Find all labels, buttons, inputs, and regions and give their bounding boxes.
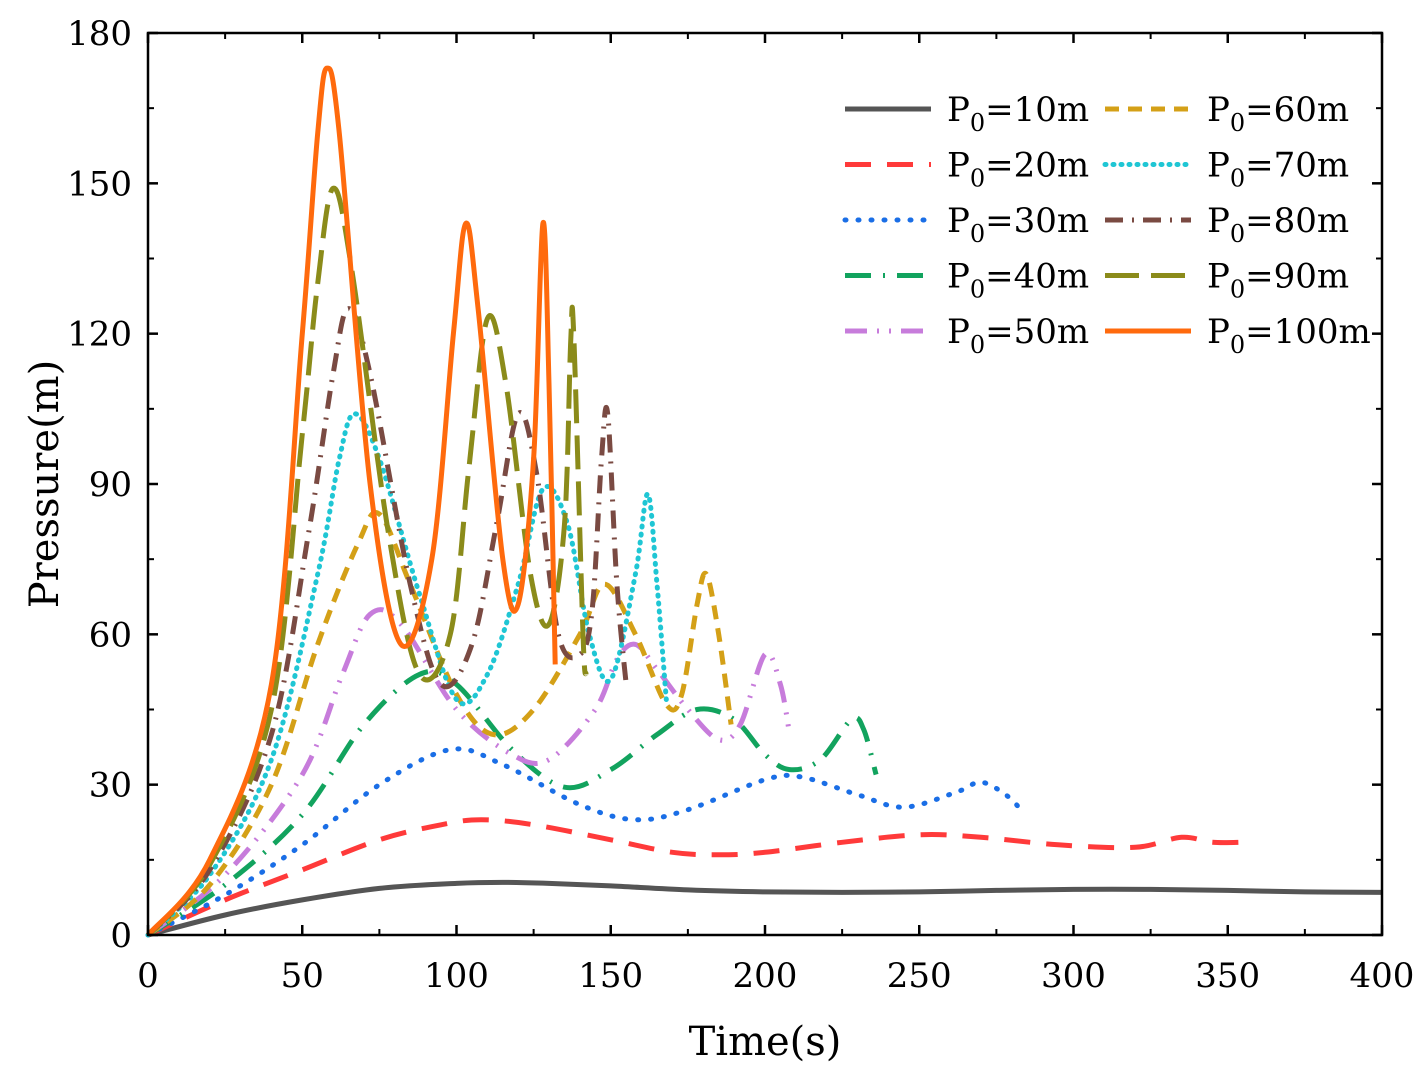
y-tick-label: 90: [89, 465, 132, 505]
y-tick-label: 120: [67, 315, 132, 355]
series-line-7: [145, 411, 669, 938]
legend-label-5: P0=50m: [947, 312, 1089, 359]
x-tick-label: 300: [1041, 956, 1106, 996]
y-tick-label: 180: [67, 14, 132, 54]
legend-label-10: P0=100m: [1207, 312, 1371, 359]
y-tick-label: 0: [110, 916, 132, 956]
series-line-1: [147, 879, 1383, 938]
plot-frame: [146, 31, 1384, 937]
tick-layer: 0 50 100 150 200 250 300 350 400 0 30 60 90 120 150 180: [67, 14, 1414, 996]
series-line-5: [146, 607, 793, 937]
x-tick-label: 400: [1350, 956, 1415, 996]
series-line-4: [146, 668, 879, 938]
series-line-2: [146, 817, 1244, 938]
series-line-8: [146, 306, 629, 937]
legend-label-9: P0=90m: [1207, 257, 1349, 304]
y-tick-label: 150: [67, 164, 132, 204]
x-tick-label: 50: [281, 956, 324, 996]
y-tick-label: 30: [89, 766, 132, 806]
legend-label-2: P0=20m: [947, 146, 1089, 193]
x-tick-label: 0: [137, 956, 159, 996]
legend-label-6: P0=60m: [1207, 90, 1349, 137]
x-tick-label: 350: [1195, 956, 1260, 996]
legend-label-3: P0=30m: [947, 201, 1089, 248]
series-line-6: [146, 510, 734, 937]
y-tick-label: 60: [89, 615, 132, 655]
x-axis-title: Time(s): [689, 1019, 842, 1065]
y-axis-title: Pressure(m): [22, 360, 68, 608]
legend: P0=10m P0=20m P0=30m P0=40m P0=50m P0=60m P0=7…: [842, 90, 1371, 359]
x-tick-label: 250: [887, 956, 952, 996]
series-line-10: [146, 65, 558, 937]
legend-label-8: P0=80m: [1207, 201, 1349, 248]
legend-label-1: P0=10m: [947, 90, 1089, 137]
legend-label-7: P0=70m: [1207, 146, 1349, 193]
series-layer: [145, 65, 1383, 938]
x-tick-label: 150: [578, 956, 643, 996]
legend-label-4: P0=40m: [947, 257, 1089, 304]
series-line-9: [146, 185, 589, 937]
x-tick-label: 100: [424, 956, 489, 996]
x-tick-label: 200: [733, 956, 798, 996]
